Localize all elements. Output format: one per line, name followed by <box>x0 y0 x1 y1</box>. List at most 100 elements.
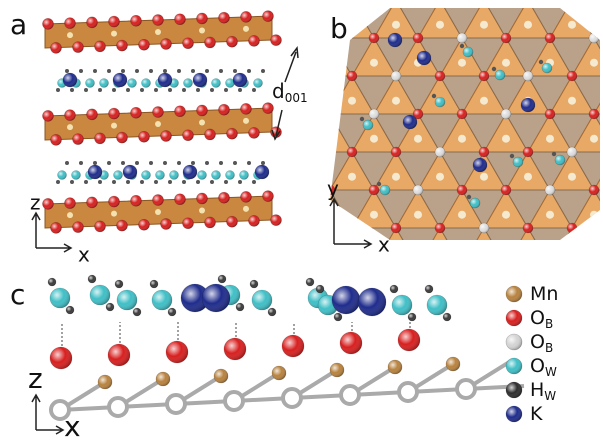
h <box>168 88 172 92</box>
ob <box>109 398 127 416</box>
atom-shade <box>463 47 473 57</box>
atom-shade <box>142 79 151 88</box>
mn <box>568 21 576 29</box>
atom-shade <box>347 71 357 81</box>
atom-shade <box>268 308 276 316</box>
atom-shade <box>168 308 176 316</box>
atom-shade <box>369 33 379 43</box>
atom-shade <box>100 79 109 88</box>
atom-shade <box>219 104 230 115</box>
axis-label: x <box>64 410 81 440</box>
h <box>247 161 251 165</box>
mn <box>199 207 205 213</box>
mn <box>502 59 510 67</box>
mn <box>67 212 73 218</box>
h <box>377 182 381 186</box>
atom-shade <box>65 198 76 209</box>
mn <box>199 119 205 125</box>
atom <box>369 261 379 271</box>
atom-shade <box>87 109 98 120</box>
h <box>191 69 195 73</box>
h <box>163 69 167 73</box>
atom-shade <box>117 220 128 231</box>
axis-label: x <box>78 243 90 267</box>
atom-shade <box>390 285 398 293</box>
h <box>219 69 223 73</box>
h <box>135 69 139 73</box>
atom-shade <box>73 134 84 145</box>
atom-shade <box>443 313 451 321</box>
atom <box>303 71 313 81</box>
mn <box>458 135 466 143</box>
atom-shade <box>303 71 313 81</box>
mn <box>370 135 378 143</box>
mn <box>304 21 312 29</box>
atom-shade <box>358 288 386 316</box>
octahedron <box>594 228 603 266</box>
atom-shade <box>513 157 523 167</box>
atom-shade <box>72 171 81 180</box>
atom-shade <box>175 106 186 117</box>
atom-shade <box>161 39 172 50</box>
atom-shade <box>117 290 137 310</box>
atom-shade <box>435 97 445 107</box>
ob <box>457 380 475 398</box>
h <box>79 161 83 165</box>
atom-shade <box>115 280 123 288</box>
h <box>238 180 242 184</box>
atom-shade <box>325 109 335 119</box>
atom-shade <box>408 313 416 321</box>
atom-shade <box>183 165 197 179</box>
atom-shade <box>65 110 76 121</box>
panel-label: c <box>10 278 25 311</box>
mn <box>546 211 554 219</box>
h <box>177 69 181 73</box>
mn <box>348 249 356 257</box>
atom-shade <box>523 223 533 233</box>
mn <box>392 97 400 105</box>
atom-shade <box>249 215 260 226</box>
atom-shade <box>219 12 230 23</box>
h <box>196 88 200 92</box>
mn <box>392 173 400 181</box>
panel-label: b <box>330 12 348 45</box>
atom-shade <box>545 109 555 119</box>
atom-shade <box>227 216 238 227</box>
mn <box>111 211 117 217</box>
atom-shade <box>139 219 150 230</box>
atom-shade <box>227 128 238 139</box>
atom-shade <box>542 63 552 73</box>
atom-shade <box>506 406 522 422</box>
mn <box>568 97 576 105</box>
atom <box>589 261 599 271</box>
atom-shade <box>254 79 263 88</box>
atom-shade <box>142 171 151 180</box>
h <box>252 88 256 92</box>
h <box>112 180 116 184</box>
atom-shade <box>391 0 401 5</box>
atom-shade <box>113 73 127 87</box>
mn <box>370 211 378 219</box>
h <box>56 180 60 184</box>
atom-shade <box>150 280 158 288</box>
atom-shade <box>95 41 106 52</box>
mn <box>392 21 400 29</box>
mn <box>304 249 312 257</box>
atom-shade <box>153 15 164 26</box>
octahedron <box>440 266 484 304</box>
h <box>93 69 97 73</box>
mn <box>155 121 161 127</box>
mn <box>568 249 576 257</box>
h <box>224 88 228 92</box>
mn <box>326 135 334 143</box>
atom-shade <box>369 261 379 271</box>
mn <box>348 97 356 105</box>
atom-shade <box>545 185 555 195</box>
atom-shade <box>184 79 193 88</box>
h <box>70 88 74 92</box>
atom-shade <box>193 73 207 87</box>
atom-shade <box>139 131 150 142</box>
atom-shade <box>330 363 344 377</box>
atom-shade <box>98 375 112 389</box>
atom-shade <box>170 171 179 180</box>
